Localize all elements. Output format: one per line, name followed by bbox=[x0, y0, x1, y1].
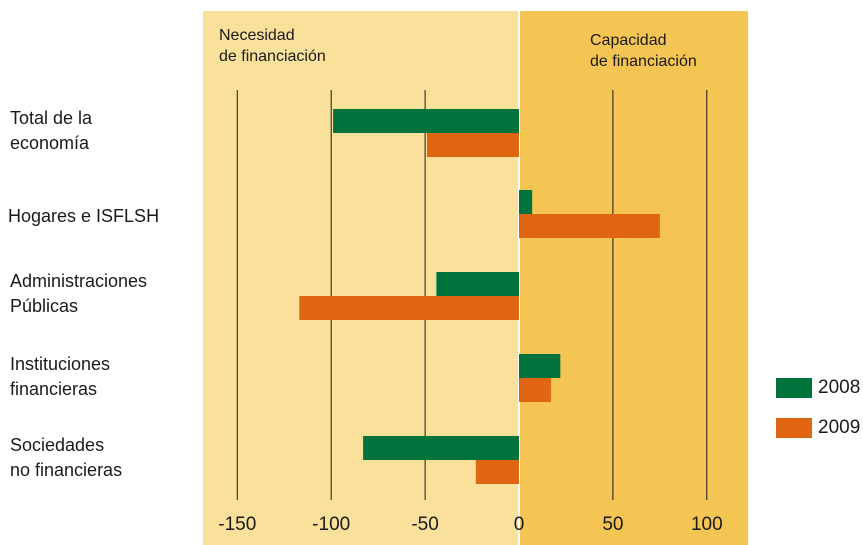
bar-2008-1 bbox=[333, 109, 519, 133]
bar-2008-4 bbox=[519, 354, 561, 378]
x-tick-label: -100 bbox=[312, 514, 350, 535]
bar-2008-5 bbox=[363, 436, 519, 460]
category-label-5: Sociedades no financieras bbox=[10, 435, 123, 480]
category-label-3: Administraciones Públicas bbox=[10, 271, 148, 316]
bar-2009-4 bbox=[519, 378, 551, 402]
x-tick-label: 100 bbox=[691, 514, 723, 535]
x-tick-label: -50 bbox=[411, 514, 438, 535]
category-label-4: Instituciones financieras bbox=[10, 354, 111, 399]
bar-2009-5 bbox=[475, 460, 519, 484]
positive-zone-background bbox=[519, 11, 748, 545]
legend-item-2008: 2008 bbox=[776, 377, 860, 399]
legend-swatch-2008 bbox=[776, 378, 812, 398]
category-label-2: Hogares e ISFLSH bbox=[8, 206, 160, 226]
bar-2009-1 bbox=[426, 133, 519, 157]
category-label-1: Total de la economía bbox=[10, 108, 93, 153]
x-tick-label: 0 bbox=[514, 514, 525, 535]
legend-label-2008: 2008 bbox=[818, 377, 861, 398]
bar-2009-2 bbox=[519, 214, 660, 238]
x-tick-label: 50 bbox=[602, 514, 623, 535]
positive-zone-label: Capacidad de financiación bbox=[590, 32, 697, 70]
bar-2009-3 bbox=[299, 296, 519, 320]
negative-zone-label: Necesidad de financiación bbox=[219, 27, 326, 65]
legend-item-2009: 2009 bbox=[776, 417, 860, 439]
x-tick-label: -150 bbox=[218, 514, 256, 535]
legend-swatch-2009 bbox=[776, 418, 812, 438]
legend-label-2009: 2009 bbox=[818, 417, 861, 438]
bar-2008-3 bbox=[436, 272, 519, 296]
bar-2008-2 bbox=[519, 190, 533, 214]
